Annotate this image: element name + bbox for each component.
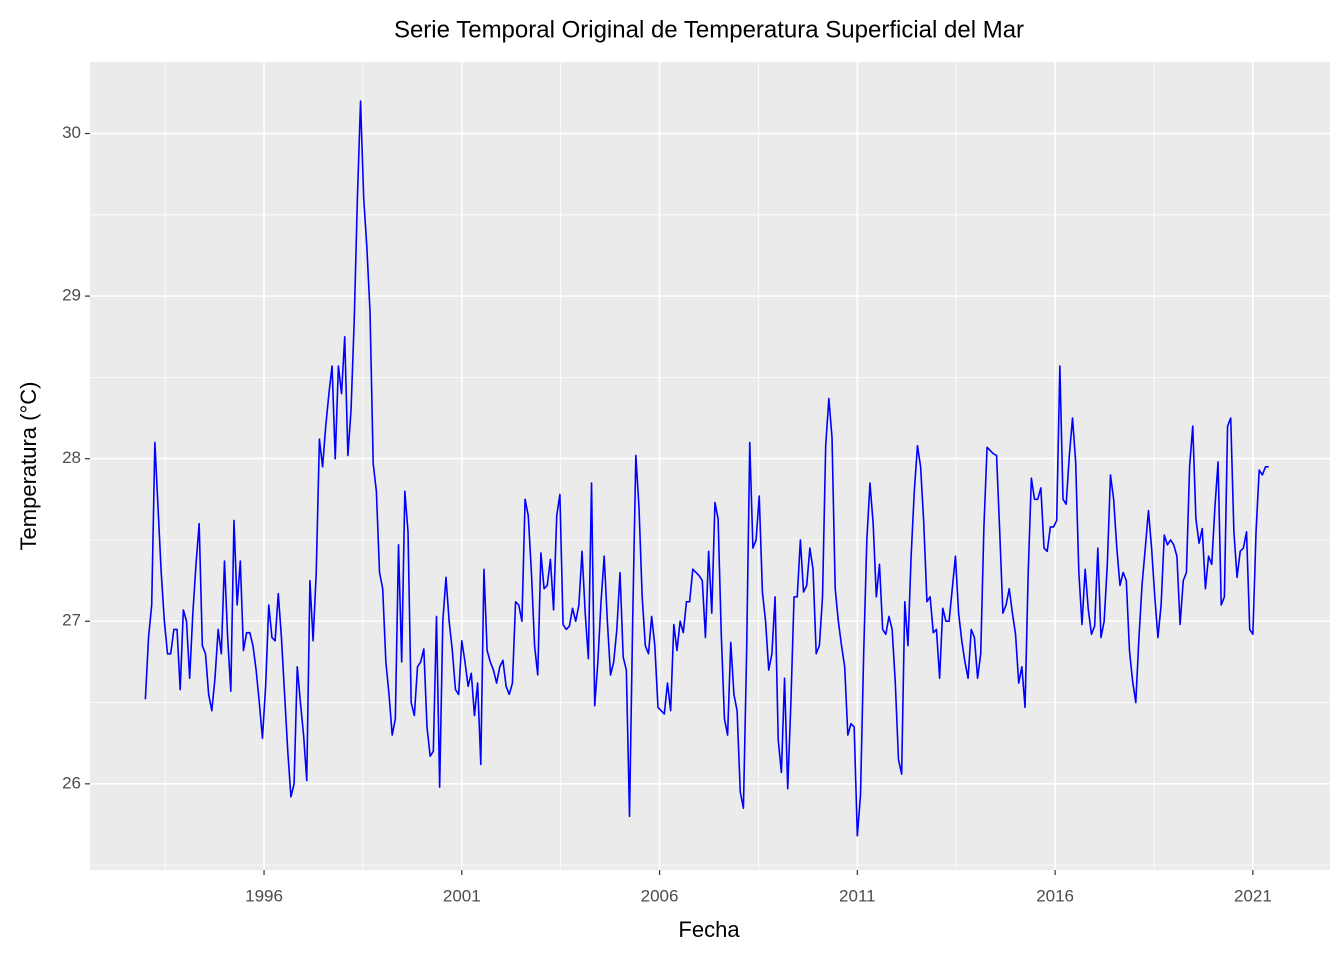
y-axis-label: Temperatura (°C) xyxy=(16,382,41,551)
x-tick-label: 2011 xyxy=(839,886,876,905)
chart-title: Serie Temporal Original de Temperatura S… xyxy=(394,16,1024,43)
x-axis-label: Fecha xyxy=(678,917,740,942)
x-tick-label: 2001 xyxy=(443,886,481,905)
y-tick-label: 30 xyxy=(62,123,81,142)
x-tick-label: 2006 xyxy=(641,886,679,905)
y-tick-label: 29 xyxy=(62,286,81,305)
y-tick-label: 27 xyxy=(62,611,81,630)
y-tick-label: 26 xyxy=(62,773,81,792)
panel xyxy=(90,62,1330,870)
x-tick-label: 1996 xyxy=(245,886,283,905)
x-tick-label: 2016 xyxy=(1036,886,1074,905)
series-line xyxy=(144,100,1269,837)
x-tick-label: 2021 xyxy=(1234,886,1272,905)
y-tick-label: 28 xyxy=(62,448,81,467)
